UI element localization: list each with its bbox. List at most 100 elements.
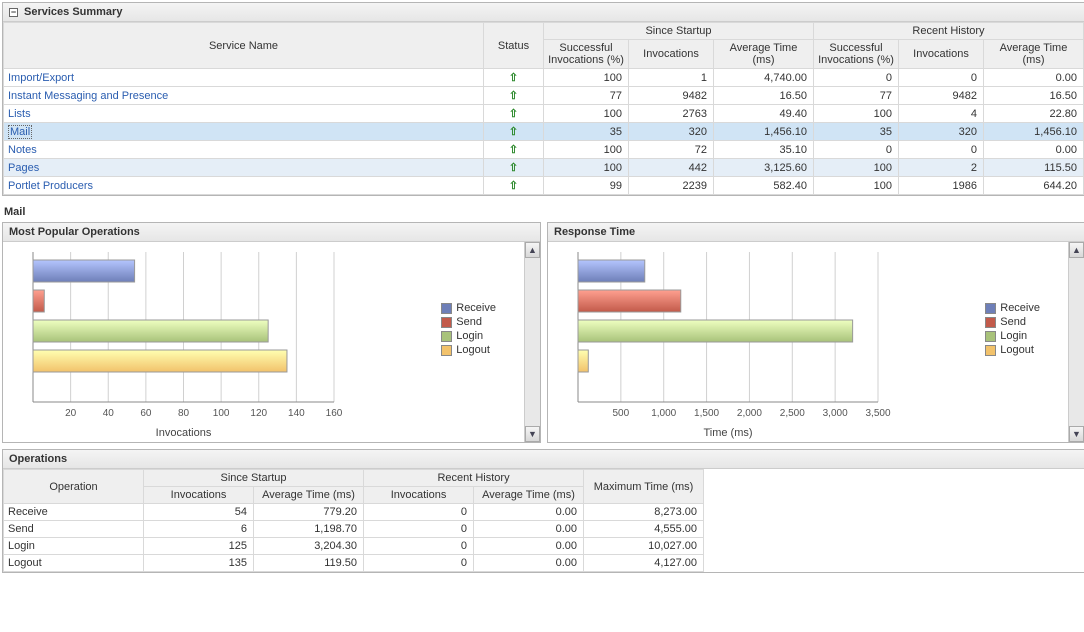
popular-scrollbar[interactable]: ▲ ▼: [524, 242, 540, 442]
rh-avg: 22.80: [984, 105, 1084, 123]
scroll-down-icon[interactable]: ▼: [525, 426, 540, 442]
operations-header: Operations: [3, 450, 1084, 469]
col-operation: Operation: [4, 470, 144, 504]
collapse-icon[interactable]: −: [9, 8, 18, 17]
bar-send: [33, 290, 44, 312]
scroll-up-icon[interactable]: ▲: [1069, 242, 1084, 258]
svg-text:140: 140: [288, 408, 305, 419]
ss-inv: 2763: [629, 105, 714, 123]
service-link[interactable]: Portlet Producers: [4, 177, 484, 195]
legend-item: Login: [441, 330, 496, 342]
rh-pct: 0: [814, 69, 899, 87]
response-scrollbar[interactable]: ▲ ▼: [1068, 242, 1084, 442]
ss-inv: 9482: [629, 87, 714, 105]
service-link[interactable]: Notes: [4, 141, 484, 159]
rh-pct: 100: [814, 159, 899, 177]
axis-label: Time (ms): [703, 427, 752, 439]
operation-value: 0: [364, 504, 474, 521]
rh-pct: 100: [814, 105, 899, 123]
operation-name: Receive: [4, 504, 144, 521]
col-status: Status: [484, 23, 544, 69]
bar-receive: [33, 260, 135, 282]
service-name-link[interactable]: Pages: [8, 162, 39, 174]
table-row[interactable]: Portlet Producers⇧992239582.401001986644…: [4, 177, 1084, 195]
operation-value: 0.00: [474, 521, 584, 538]
bar-logout: [33, 350, 287, 372]
rh-avg: 115.50: [984, 159, 1084, 177]
svg-text:120: 120: [250, 408, 267, 419]
service-link[interactable]: Mail: [4, 123, 484, 141]
service-link[interactable]: Instant Messaging and Presence: [4, 87, 484, 105]
operation-value: 4,555.00: [584, 521, 704, 538]
operation-value: 54: [144, 504, 254, 521]
service-link[interactable]: Import/Export: [4, 69, 484, 87]
rh-avg: 1,456.10: [984, 123, 1084, 141]
col-since-startup: Since Startup: [544, 23, 814, 40]
popular-ops-title: Most Popular Operations: [3, 223, 540, 242]
operation-value: 1,198.70: [254, 521, 364, 538]
col-ops-rh-avg: Average Time (ms): [474, 487, 584, 504]
operation-name: Logout: [4, 555, 144, 572]
operation-value: 0: [364, 538, 474, 555]
svg-text:60: 60: [140, 408, 152, 419]
col-ops-ss: Since Startup: [144, 470, 364, 487]
status-icon: ⇧: [484, 141, 544, 159]
operation-value: 4,127.00: [584, 555, 704, 572]
rh-pct: 0: [814, 141, 899, 159]
col-recent-history: Recent History: [814, 23, 1084, 40]
status-up-icon: ⇧: [509, 107, 518, 120]
services-table: Service Name Status Since Startup Recent…: [3, 22, 1084, 195]
operation-value: 3,204.30: [254, 538, 364, 555]
legend-item: Send: [441, 316, 496, 328]
service-link[interactable]: Pages: [4, 159, 484, 177]
rh-pct: 100: [814, 177, 899, 195]
ss-pct: 35: [544, 123, 629, 141]
operation-value: 0.00: [474, 555, 584, 572]
service-name-link[interactable]: Instant Messaging and Presence: [8, 90, 168, 102]
table-row[interactable]: Mail⇧353201,456.10353201,456.10: [4, 123, 1084, 141]
scroll-up-icon[interactable]: ▲: [525, 242, 540, 258]
ss-inv: 320: [629, 123, 714, 141]
svg-text:3,500: 3,500: [865, 408, 890, 419]
table-row[interactable]: Import/Export⇧10014,740.00000.00: [4, 69, 1084, 87]
bar-login: [33, 320, 268, 342]
operations-title: Operations: [9, 453, 67, 465]
operations-panel: Operations Operation Since Startup Recen…: [2, 449, 1084, 573]
detail-section-title: Mail: [2, 202, 1084, 222]
svg-text:500: 500: [613, 408, 630, 419]
service-name-link[interactable]: Portlet Producers: [8, 180, 93, 192]
legend-label: Login: [1000, 330, 1027, 342]
col-service-name: Service Name: [4, 23, 484, 69]
svg-text:160: 160: [326, 408, 343, 419]
table-row[interactable]: Lists⇧100276349.40100422.80: [4, 105, 1084, 123]
legend-swatch: [441, 303, 452, 314]
operation-value: 0.00: [474, 538, 584, 555]
services-summary-title: Services Summary: [24, 6, 122, 18]
service-name-link[interactable]: Import/Export: [8, 72, 74, 84]
legend-item: Logout: [985, 344, 1040, 356]
col-rh-inv: Invocations: [899, 40, 984, 69]
svg-text:40: 40: [103, 408, 115, 419]
legend-label: Receive: [456, 302, 496, 314]
legend-label: Send: [456, 316, 482, 328]
table-row[interactable]: Notes⇧1007235.10000.00: [4, 141, 1084, 159]
status-up-icon: ⇧: [509, 143, 518, 156]
table-row[interactable]: Instant Messaging and Presence⇧77948216.…: [4, 87, 1084, 105]
ss-inv: 72: [629, 141, 714, 159]
scroll-down-icon[interactable]: ▼: [1069, 426, 1084, 442]
table-row[interactable]: Pages⇧1004423,125.601002115.50: [4, 159, 1084, 177]
legend-item: Login: [985, 330, 1040, 342]
status-icon: ⇧: [484, 123, 544, 141]
rh-avg: 0.00: [984, 69, 1084, 87]
service-name-link[interactable]: Lists: [8, 108, 31, 120]
service-name-link[interactable]: Mail: [8, 125, 32, 139]
service-link[interactable]: Lists: [4, 105, 484, 123]
ss-inv: 442: [629, 159, 714, 177]
rh-inv: 320: [899, 123, 984, 141]
svg-text:1,000: 1,000: [651, 408, 676, 419]
svg-text:100: 100: [213, 408, 230, 419]
response-time-title: Response Time: [548, 223, 1084, 242]
status-icon: ⇧: [484, 87, 544, 105]
service-name-link[interactable]: Notes: [8, 144, 37, 156]
svg-text:3,000: 3,000: [823, 408, 848, 419]
